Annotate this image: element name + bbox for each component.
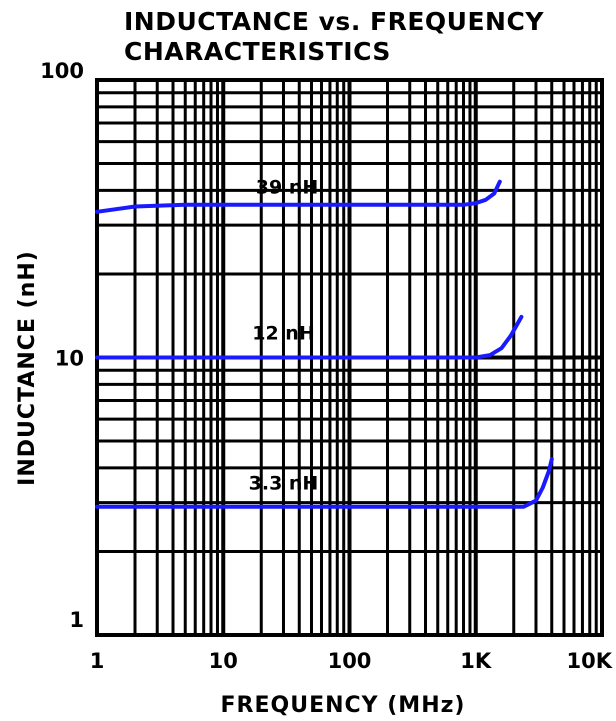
- y-tick-label: 100: [40, 59, 84, 83]
- series-line-1: [95, 314, 524, 360]
- x-tick-label: 1: [90, 649, 105, 673]
- series-line-0: [95, 179, 502, 214]
- series-label-1: 12 nH: [252, 323, 314, 345]
- series-layer: 39 nH 12 nH 3.3 nH: [95, 176, 554, 509]
- y-axis-label: INDUCTANCE (nH): [15, 250, 40, 486]
- x-tick-label: 10K: [567, 649, 613, 673]
- y-tick-label: 10: [55, 347, 84, 371]
- x-tick-label: 1K: [460, 649, 492, 673]
- x-axis-label: FREQUENCY (MHz): [221, 693, 466, 718]
- series-label-0: 39 nH: [256, 176, 318, 198]
- series-label-2: 3.3 nH: [249, 472, 319, 494]
- tick-labels: 1 10 100 1K 10K 1 10 100: [40, 59, 613, 673]
- chart-title-line-1: INDUCTANCE vs. FREQUENCY: [124, 7, 544, 36]
- x-tick-label: 100: [328, 649, 372, 673]
- chart-title-line-2: CHARACTERISTICS: [124, 37, 391, 66]
- x-tick-label: 10: [209, 649, 238, 673]
- series-line-2: [95, 457, 554, 509]
- y-tick-label: 1: [69, 608, 84, 632]
- chart-title: INDUCTANCE vs. FREQUENCY CHARACTERISTICS: [124, 7, 544, 66]
